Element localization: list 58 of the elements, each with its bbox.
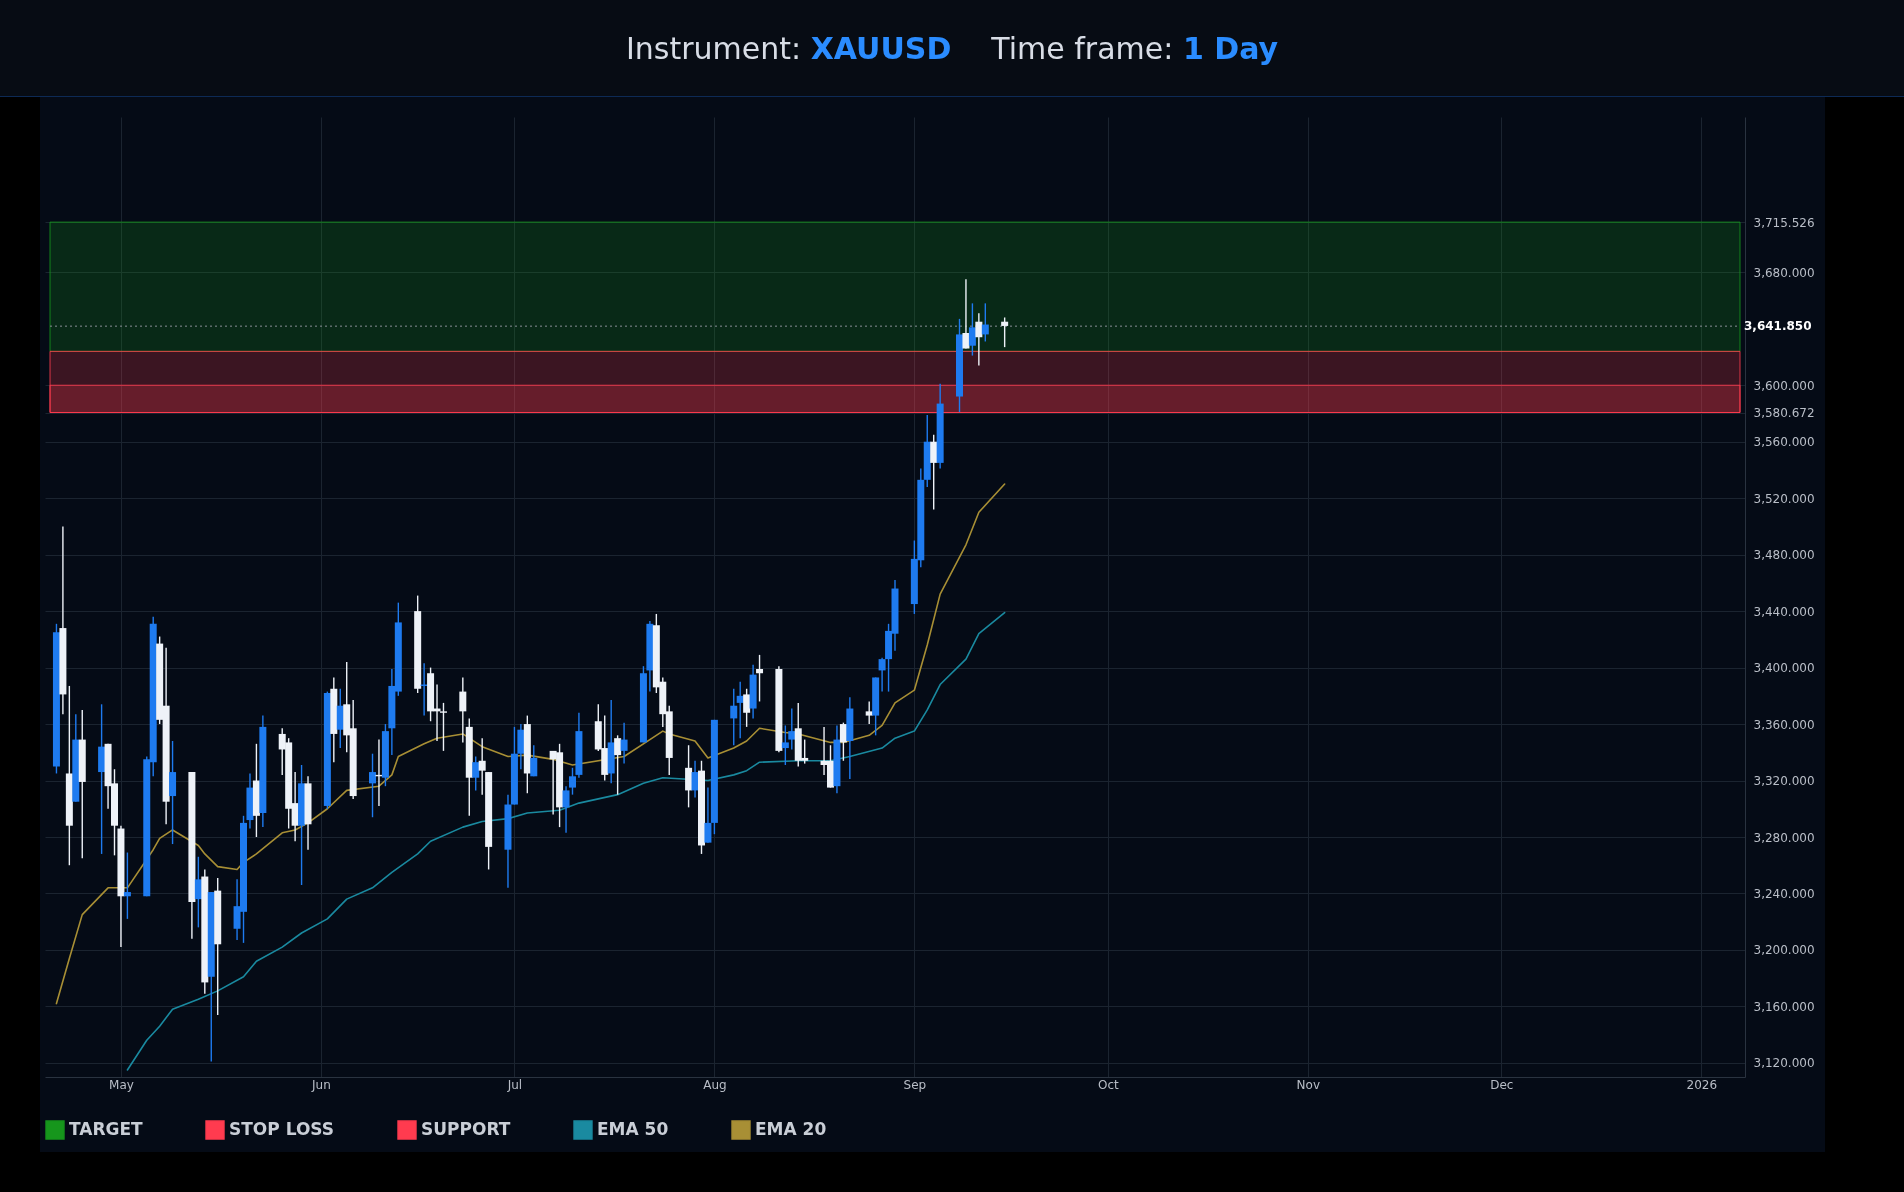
- y-tick-label: 3,480.000: [1753, 548, 1815, 563]
- candlestick: [865, 700, 873, 725]
- legend-label: SUPPORT: [421, 1119, 511, 1140]
- candlestick: [685, 744, 693, 809]
- y-tick-label: 3,680.000: [1753, 265, 1815, 280]
- chart-subtitle: Time frame: 1 Day: [991, 30, 1279, 66]
- candlestick: [968, 302, 976, 357]
- candlestick: [975, 312, 983, 367]
- candlestick: [962, 278, 970, 350]
- y-tick-label: 3,280.000: [1753, 830, 1815, 845]
- x-tick-label: 2026: [1686, 1077, 1718, 1092]
- y-tick-label: 3,580.672: [1753, 406, 1815, 421]
- y-tick-label: 3,560.000: [1753, 435, 1815, 450]
- y-tick-label: 3,715.526: [1753, 215, 1815, 230]
- y-tick-label: 3,600.000: [1753, 378, 1815, 393]
- candlestick: [981, 302, 989, 343]
- y-tick-label: 3,240.000: [1753, 886, 1815, 901]
- candlestick: [614, 734, 622, 796]
- candlestick: [472, 755, 480, 792]
- line-series: [126, 611, 1006, 1071]
- candlestick: [788, 707, 796, 751]
- candlestick: [730, 688, 738, 746]
- y-tick-label: 3,320.000: [1753, 774, 1815, 789]
- x-tick-label: Sep: [903, 1077, 927, 1092]
- x-tick-label: May: [109, 1077, 134, 1092]
- y-tick-label: 3,200.000: [1753, 943, 1815, 958]
- y-tick-label: 3,440.000: [1753, 604, 1815, 619]
- x-tick-label: Aug: [703, 1077, 727, 1092]
- candlestick: [743, 688, 751, 728]
- x-tick-label: Oct: [1097, 1077, 1120, 1092]
- candlestick: [704, 786, 712, 844]
- candlestick: [530, 744, 538, 777]
- candlestick: [620, 721, 628, 765]
- y-tick-label: 3,400.000: [1753, 661, 1815, 676]
- legend-label: TARGET: [69, 1119, 144, 1140]
- x-tick-label: Jun: [311, 1077, 331, 1092]
- candlestick: [1001, 316, 1009, 348]
- x-tick-label: Jul: [506, 1077, 523, 1092]
- candlestick: [756, 654, 764, 703]
- candlestick: [369, 753, 377, 818]
- legend-label: STOP LOSS: [229, 1119, 335, 1140]
- y-tick-label: 3,160.000: [1753, 999, 1815, 1014]
- candlestick: [123, 851, 131, 920]
- candlestick: [781, 724, 789, 766]
- y-tick-label: 3,360.000: [1753, 717, 1815, 732]
- candlestick: [930, 433, 938, 511]
- ref-line-label: 3,641.850: [1744, 319, 1812, 334]
- candlestick: [169, 740, 177, 845]
- y-tick-label: 3,120.000: [1753, 1056, 1815, 1071]
- legend-label: EMA 50: [597, 1119, 669, 1140]
- legend-label: EMA 20: [755, 1119, 827, 1140]
- chart-title: Instrument: XAUUSD: [625, 30, 952, 66]
- y-tick-label: 3,520.000: [1753, 491, 1815, 506]
- x-tick-label: Nov: [1296, 1077, 1321, 1092]
- candlestick: [562, 785, 570, 834]
- x-tick-label: Dec: [1490, 1077, 1514, 1092]
- candlestick: [459, 676, 467, 744]
- line-series: [55, 483, 1006, 1005]
